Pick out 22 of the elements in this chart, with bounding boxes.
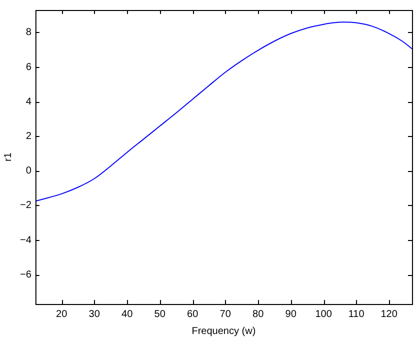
line-series xyxy=(35,22,412,202)
x-tick-label: 50 xyxy=(154,308,166,320)
y-tick-label: 2 xyxy=(26,130,32,142)
x-tick-label: 60 xyxy=(187,308,199,320)
y-tick-label: 0 xyxy=(26,166,32,177)
y-tick-label: −2 xyxy=(20,200,32,212)
x-tick-label: 110 xyxy=(348,308,365,320)
y-axis-title: r1 xyxy=(2,152,14,162)
y-tick-label: 8 xyxy=(26,27,32,38)
y-tick-label: −4 xyxy=(20,234,32,246)
x-tick-label: 20 xyxy=(56,308,68,320)
x-tick-label: 90 xyxy=(285,308,297,320)
x-tick-label: 100 xyxy=(315,308,332,320)
x-tick-label: 40 xyxy=(122,308,134,320)
x-tick-label: 120 xyxy=(380,308,398,320)
x-tick-label: 30 xyxy=(88,308,100,320)
x-tick-label: 80 xyxy=(252,308,264,320)
y-tick-label: 4 xyxy=(26,96,32,108)
y-tick-label: 6 xyxy=(26,62,32,73)
y-tick-label: −6 xyxy=(20,269,32,280)
x-tick-label: 70 xyxy=(220,308,232,320)
x-axis-title: Frequency (w) xyxy=(192,326,256,337)
